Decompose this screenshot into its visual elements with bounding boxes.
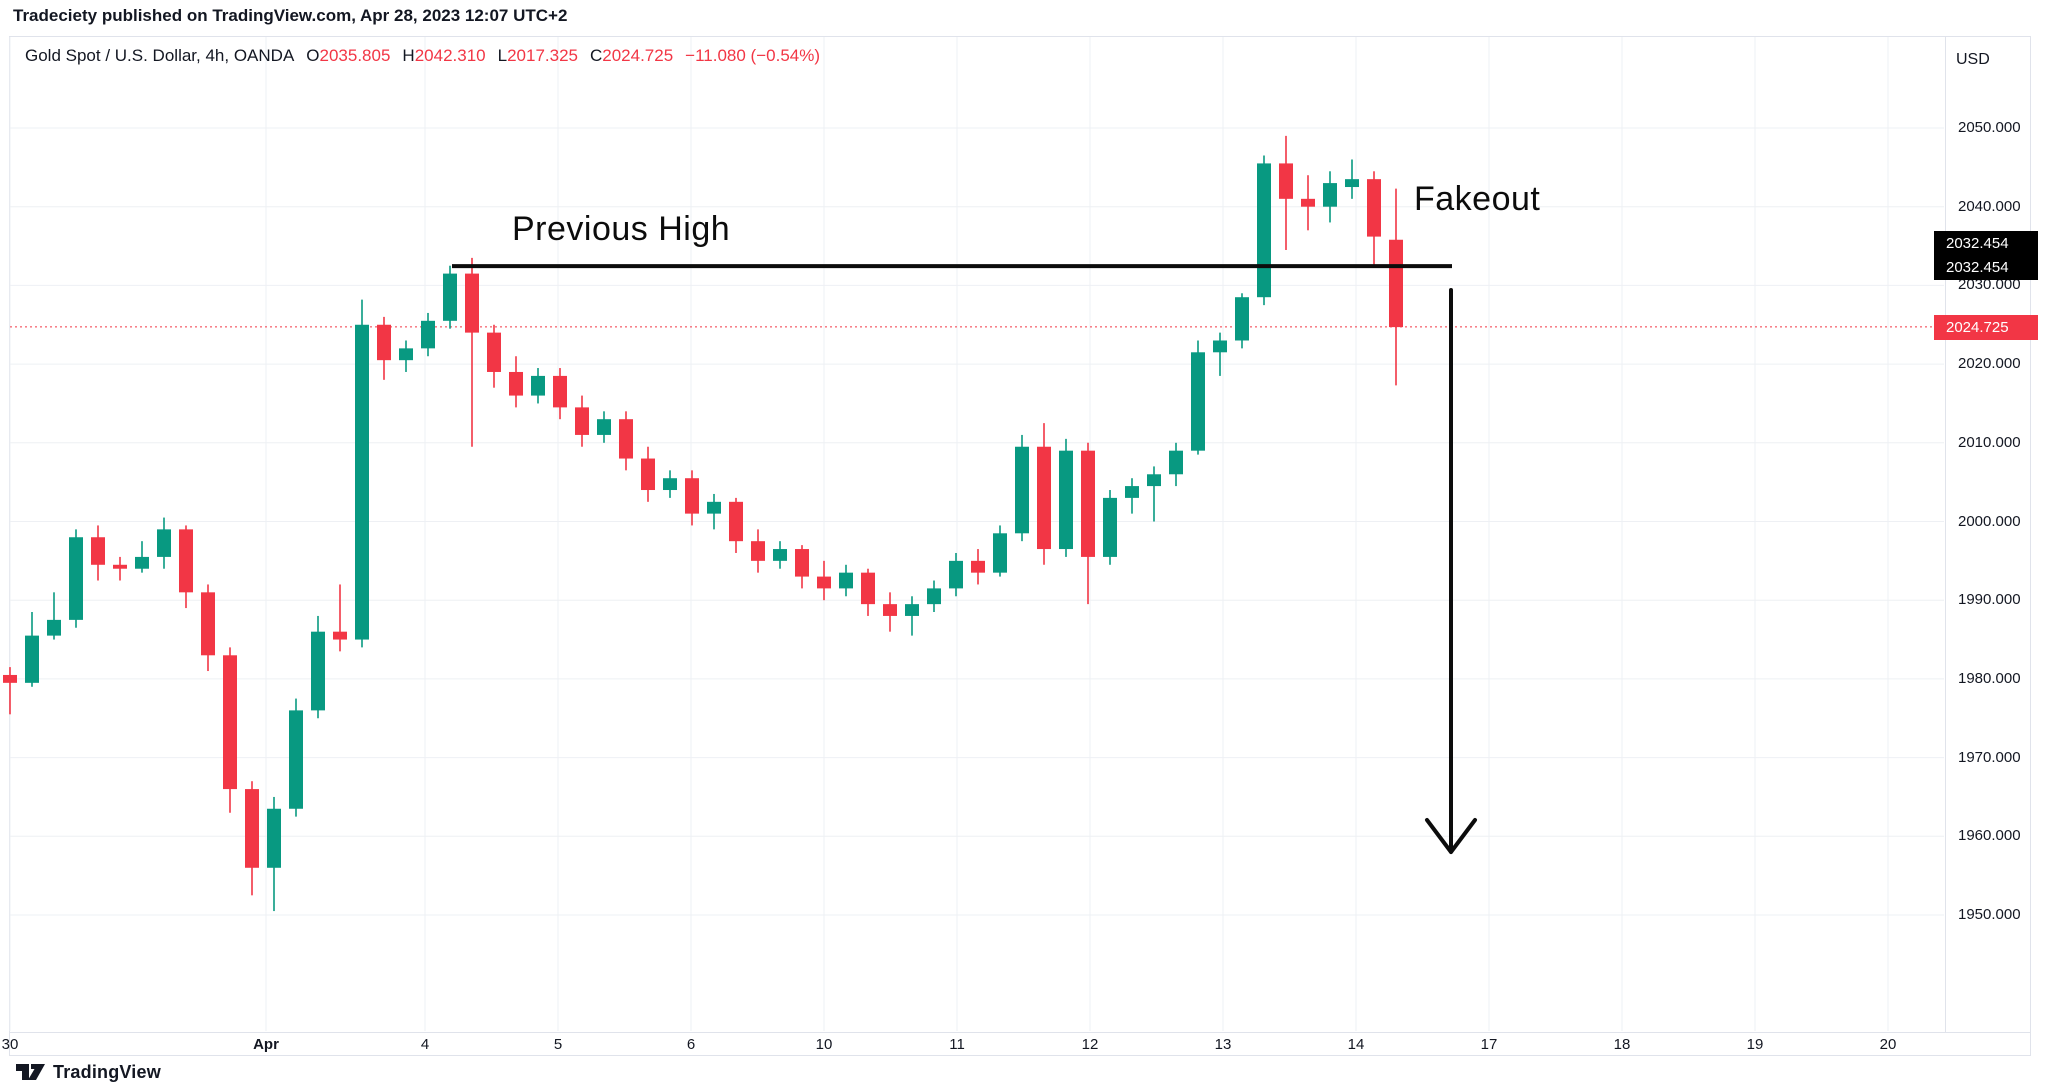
ohlc-low: L2017.325 — [498, 46, 578, 66]
price-axis[interactable]: USD 2032.454 2032.454 2024.725 2050.000 2… — [1934, 37, 2045, 1032]
price-tick: 1960.000 — [1958, 827, 2021, 845]
close-label: C — [589, 46, 603, 65]
price-tick: 2040.000 — [1958, 197, 2021, 215]
high-label: H — [402, 46, 415, 65]
price-tick: 1950.000 — [1958, 906, 2021, 923]
time-tick: 11 — [949, 1036, 965, 1053]
time-tick: 30 — [1, 1036, 19, 1053]
price-tick: 2010.000 — [1958, 433, 2021, 451]
price-tick: 1980.000 — [1958, 669, 2021, 687]
annotation-fakeout[interactable]: Fakeout — [1414, 180, 1541, 218]
time-tick: Apr — [253, 1036, 279, 1053]
price-tick: 1990.000 — [1958, 591, 2021, 609]
time-tick: 13 — [1214, 1036, 1232, 1053]
time-axis[interactable]: 30 Apr 4 5 6 10 11 12 13 14 17 18 19 20 — [2, 1033, 1945, 1056]
low-value: 2017.325 — [507, 46, 578, 65]
time-tick: 19 — [1746, 1036, 1764, 1053]
price-axis-separator — [1945, 37, 1946, 1032]
time-tick: 20 — [1879, 1036, 1897, 1053]
time-tick: 17 — [1480, 1036, 1498, 1053]
ohlc-high: H2042.310 — [402, 46, 485, 66]
time-tick: 18 — [1613, 1036, 1631, 1053]
time-tick: 14 — [1347, 1036, 1365, 1053]
currency-label: USD — [1956, 51, 1990, 68]
symbol-ohlc-row: Gold Spot / U.S. Dollar, 4h, OANDA O2035… — [25, 46, 820, 66]
price-tick: 2050.000 — [1958, 119, 2021, 136]
annotation-previous-high[interactable]: Previous High — [512, 210, 731, 248]
time-axis-separator — [9, 1032, 2031, 1033]
tradingview-brand-text: TradingView — [53, 1061, 161, 1082]
low-label: L — [497, 46, 508, 65]
tradingview-logo[interactable]: TradingView — [15, 1059, 161, 1085]
high-value: 2042.310 — [414, 46, 486, 65]
open-label: O — [306, 46, 320, 65]
open-value: 2035.805 — [319, 46, 391, 65]
time-tick: 5 — [553, 1036, 563, 1053]
price-tick: 2020.000 — [1958, 355, 2021, 373]
price-label-last-close: 2024.725 — [1934, 314, 2038, 340]
price-tick: 2030.000 — [1958, 276, 2021, 294]
ohlc-open: O2035.805 — [306, 46, 390, 66]
time-tick: 4 — [420, 1036, 430, 1053]
symbol-name[interactable]: Gold Spot / U.S. Dollar, 4h, OANDA — [25, 46, 295, 65]
publish-header: Tradeciety published on TradingView.com,… — [13, 6, 568, 25]
time-tick: 12 — [1081, 1036, 1099, 1053]
ohlc-close: C2024.725 — [590, 46, 673, 66]
price-label-level-1: 2032.454 — [1934, 231, 2038, 257]
price-label-level-2: 2032.454 — [1934, 255, 2038, 281]
change-value: −11.080 (−0.54%) — [685, 46, 821, 65]
time-tick: 10 — [815, 1036, 833, 1053]
close-value: 2024.725 — [602, 46, 674, 65]
price-tick: 2000.000 — [1958, 512, 2021, 530]
time-tick: 6 — [686, 1036, 696, 1053]
tradingview-mark-icon — [16, 1064, 45, 1080]
price-tick: 1970.000 — [1958, 748, 2021, 766]
